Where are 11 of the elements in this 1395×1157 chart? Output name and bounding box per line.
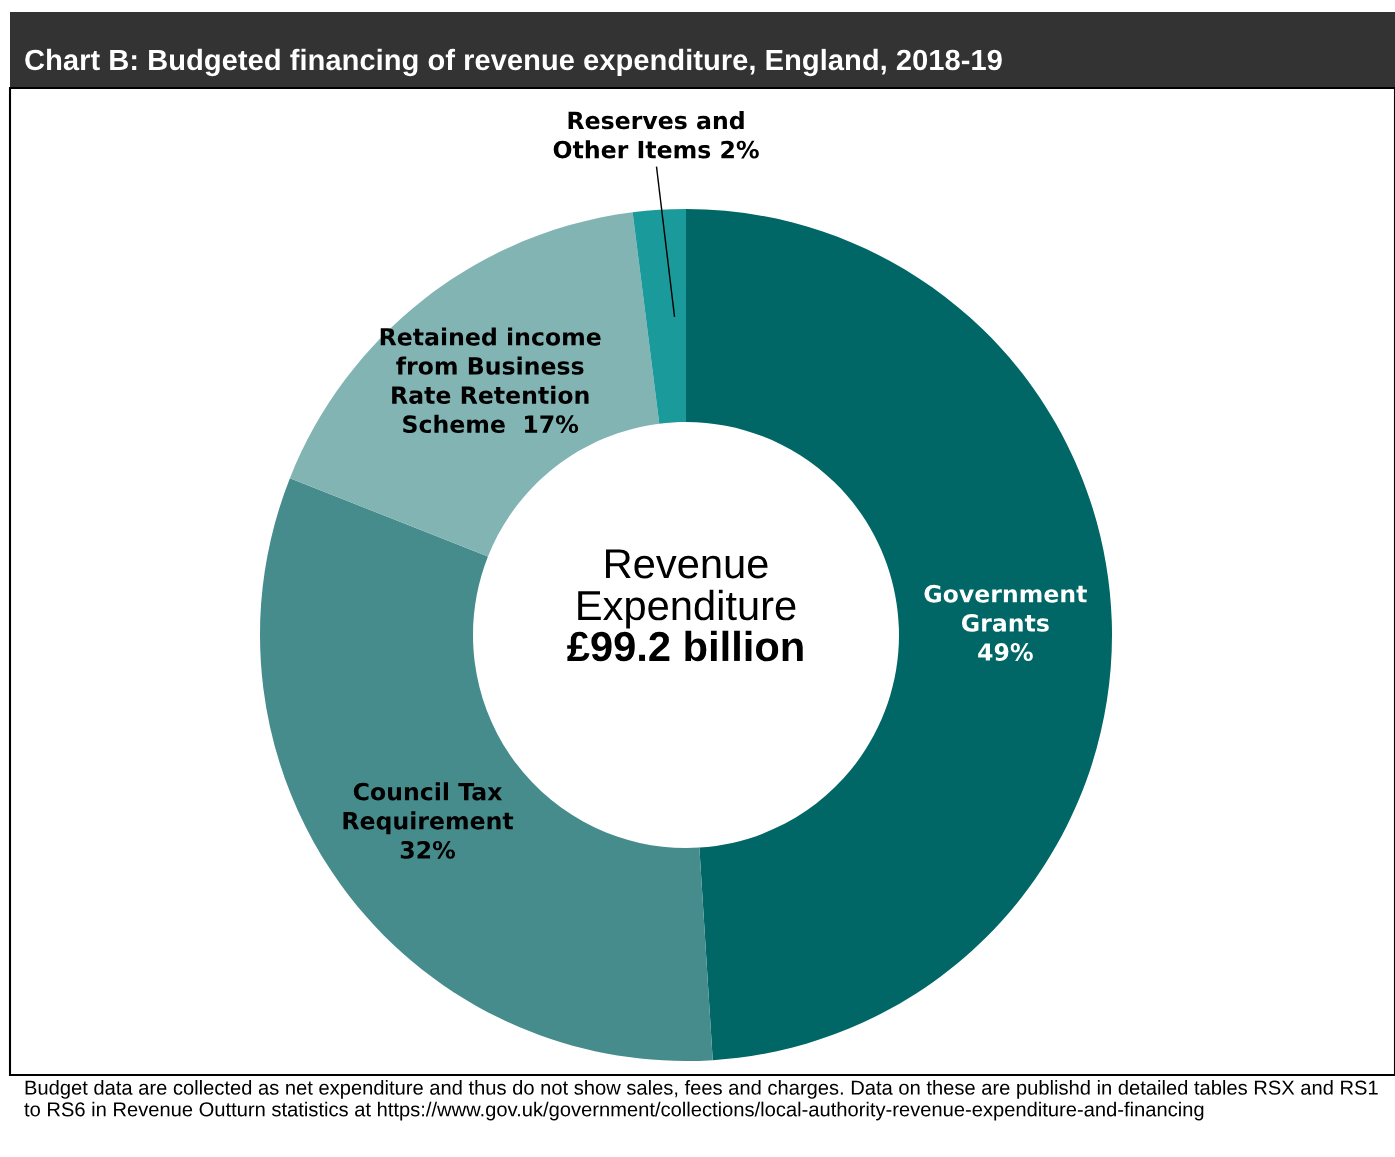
text: £99.2 billion xyxy=(567,630,803,662)
data-label: 49% xyxy=(978,643,1033,661)
slice-label: Reserves and Other Items 2% xyxy=(553,111,759,159)
slice-label: Government Grants xyxy=(924,584,1087,632)
donut-slice xyxy=(632,209,686,424)
slice-label: Retained income from Business Rate Retention Scheme 17% xyxy=(380,327,601,434)
text: Budget data are collected as net expenditure and thus do not show sales, fees and charges. Data on these are publishd in detailed tables RSX and RS1 to RS6 in Revenue Outturn statistics at https://www.gov.uk/government/collections/local-authority-revenue-expenditure-and-financing xyxy=(24,1080,1378,1121)
slice-label: Council Tax Requirement xyxy=(343,782,514,835)
chart-title: Chart B: Budgeted financing of revenue expenditure, England, 2018-19 xyxy=(25,48,1002,77)
data-label: 32% xyxy=(400,840,456,859)
text: Revenue Expenditure xyxy=(578,549,796,629)
